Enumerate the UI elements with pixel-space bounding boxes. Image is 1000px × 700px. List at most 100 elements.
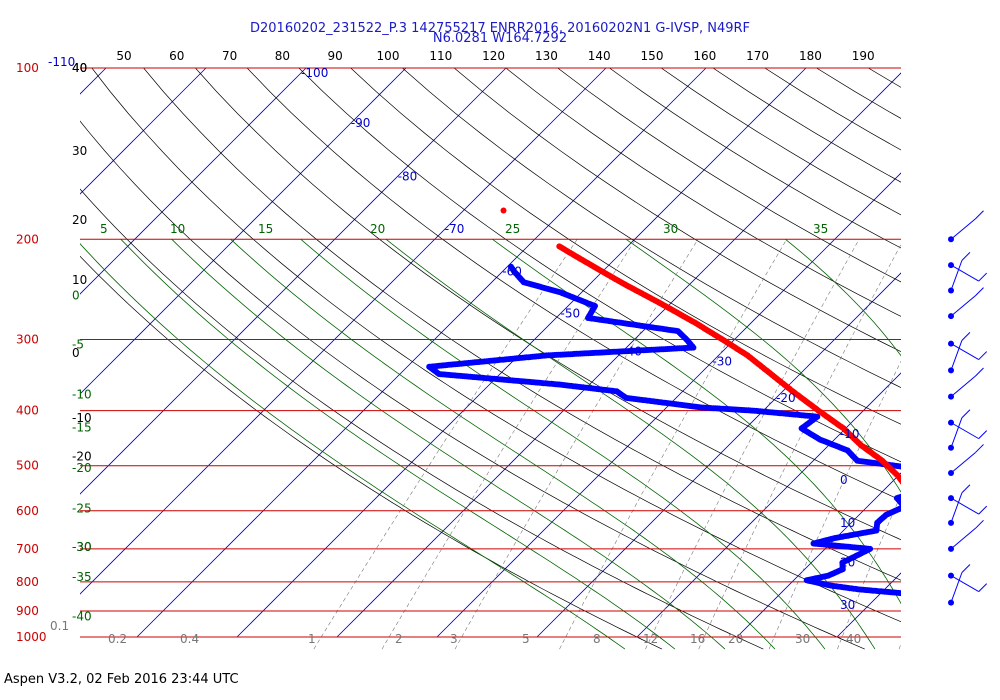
- altitude-label: -20: [72, 450, 92, 464]
- theta-e-left-label: -35: [72, 570, 92, 584]
- moist-adiabat-line: [230, 239, 776, 650]
- theta-e-left-label: -10: [72, 388, 92, 402]
- mixing-ratio-line: [768, 360, 901, 650]
- wind-barb: [948, 444, 984, 477]
- dewpoint-point: [899, 493, 901, 500]
- mixing-ratio-label: 5: [522, 632, 530, 646]
- pressure-tick-label: 700: [16, 542, 39, 556]
- pressure-tick-label: 500: [16, 459, 39, 473]
- theta-e-left-label: -5: [72, 337, 84, 351]
- theta-top-label: -110: [48, 55, 75, 69]
- theta-top-label: 100: [377, 49, 400, 63]
- isotherm-label: -70: [445, 222, 465, 236]
- mixing-ratio-label: 0.2: [108, 632, 127, 646]
- isotherm-line: [236, 68, 807, 638]
- pressure-tick-label: 600: [16, 504, 39, 518]
- wind-barb: [948, 409, 971, 451]
- isotherm-label: -40: [622, 345, 642, 359]
- theta-e-label: 35: [813, 222, 828, 236]
- pressure-tick-label: 800: [16, 575, 39, 589]
- wind-barb: [948, 287, 984, 320]
- wind-barb: [948, 262, 988, 282]
- theta-top-label: 60: [169, 49, 184, 63]
- isotherm-label: -20: [776, 391, 796, 405]
- theta-top-label: 180: [799, 49, 822, 63]
- theta-top-label: 110: [429, 49, 452, 63]
- mixing-ratio-label: 30: [795, 632, 810, 646]
- isotherm-label: -90: [351, 116, 371, 130]
- pressure-tick-label: 100: [16, 61, 39, 75]
- mixing-ratio-label: 40: [846, 632, 861, 646]
- dry-adiabat-line: [80, 188, 764, 650]
- isotherm-label: -50: [561, 306, 581, 320]
- isotherm-line: [80, 68, 407, 395]
- theta-top-label: 170: [746, 49, 769, 63]
- theta-e-left-label: -40: [72, 609, 92, 623]
- temperature-isolated-point: [500, 207, 507, 214]
- altitude-label: -30: [72, 540, 92, 554]
- isotherm-line: [80, 68, 507, 495]
- dry-adiabat-line: [298, 68, 901, 463]
- dry-adiabat-line: [80, 120, 865, 650]
- wind-barb: [948, 367, 984, 400]
- moist-adiabat-line: [385, 238, 876, 650]
- grid-lines: [80, 68, 901, 650]
- theta-e-label: 20: [370, 222, 385, 236]
- theta-top-label: 140: [588, 49, 611, 63]
- pressure-tick-label: 200: [16, 232, 39, 246]
- theta-e-label: 10: [170, 222, 185, 236]
- dry-adiabat-line: [91, 68, 901, 623]
- wind-barbs: [948, 210, 988, 606]
- mixing-ratio-line: [559, 239, 787, 650]
- wind-barb: [948, 484, 971, 526]
- isotherm-label: 30: [840, 598, 855, 612]
- mixing-ratio-line: [381, 239, 636, 650]
- mixing-ratio-label: 1: [308, 632, 316, 646]
- pressure-tick-label: 900: [16, 604, 39, 618]
- theta-top-label: 160: [693, 49, 716, 63]
- mixing-ratio-line: [454, 239, 699, 650]
- moist-adiabat-line: [300, 238, 826, 650]
- wind-barb: [948, 519, 984, 552]
- sounding-traces: [426, 207, 901, 597]
- dry-adiabat-line: [505, 68, 901, 317]
- temperature-point: [556, 243, 563, 250]
- pressure-tick-label: 1000: [16, 630, 47, 644]
- altitude-label: 0: [72, 346, 80, 360]
- wind-barb: [948, 340, 988, 360]
- mixing-ratio-label: 8: [593, 632, 601, 646]
- isotherm-line: [80, 68, 207, 195]
- dry-adiabat-line: [453, 68, 901, 353]
- pressure-tick-label: 400: [16, 404, 39, 418]
- mixing-ratio-label: 0.1: [50, 619, 69, 633]
- theta-e-label: 15: [258, 222, 273, 236]
- dry-adiabat-line: [350, 68, 901, 425]
- theta-top-label: 50: [116, 49, 131, 63]
- moist-adiabat-line: [171, 239, 726, 650]
- altitude-label: 20: [72, 213, 87, 227]
- theta-top-label: 130: [535, 49, 558, 63]
- theta-top-label: 90: [328, 49, 343, 63]
- theta-e-label: 30: [663, 222, 678, 236]
- wind-barb: [948, 210, 984, 243]
- moist-adiabat-line: [120, 239, 676, 650]
- isotherm-line: [736, 472, 901, 638]
- theta-e-label: 5: [100, 222, 108, 236]
- mixing-ratio-label: 12: [643, 632, 658, 646]
- mixing-ratio-label: 0.4: [180, 632, 199, 646]
- wind-barb: [948, 564, 971, 606]
- isotherm-label: 0: [840, 473, 848, 487]
- isotherm-line: [536, 272, 901, 638]
- isotherm-label: -60: [502, 265, 522, 279]
- dry-adiabat-line: [402, 68, 901, 388]
- mixing-ratio-line: [837, 493, 901, 650]
- altitude-label: 10: [72, 273, 87, 287]
- isotherm-label: -10: [840, 427, 860, 441]
- isotherm-line: [636, 372, 901, 638]
- theta-e-left-label: -15: [72, 420, 92, 434]
- theta-top-label: 120: [482, 49, 505, 63]
- theta-e-left-label: 0: [72, 288, 80, 302]
- theta-top-label: 150: [641, 49, 664, 63]
- mixing-ratio-label: 3: [450, 632, 458, 646]
